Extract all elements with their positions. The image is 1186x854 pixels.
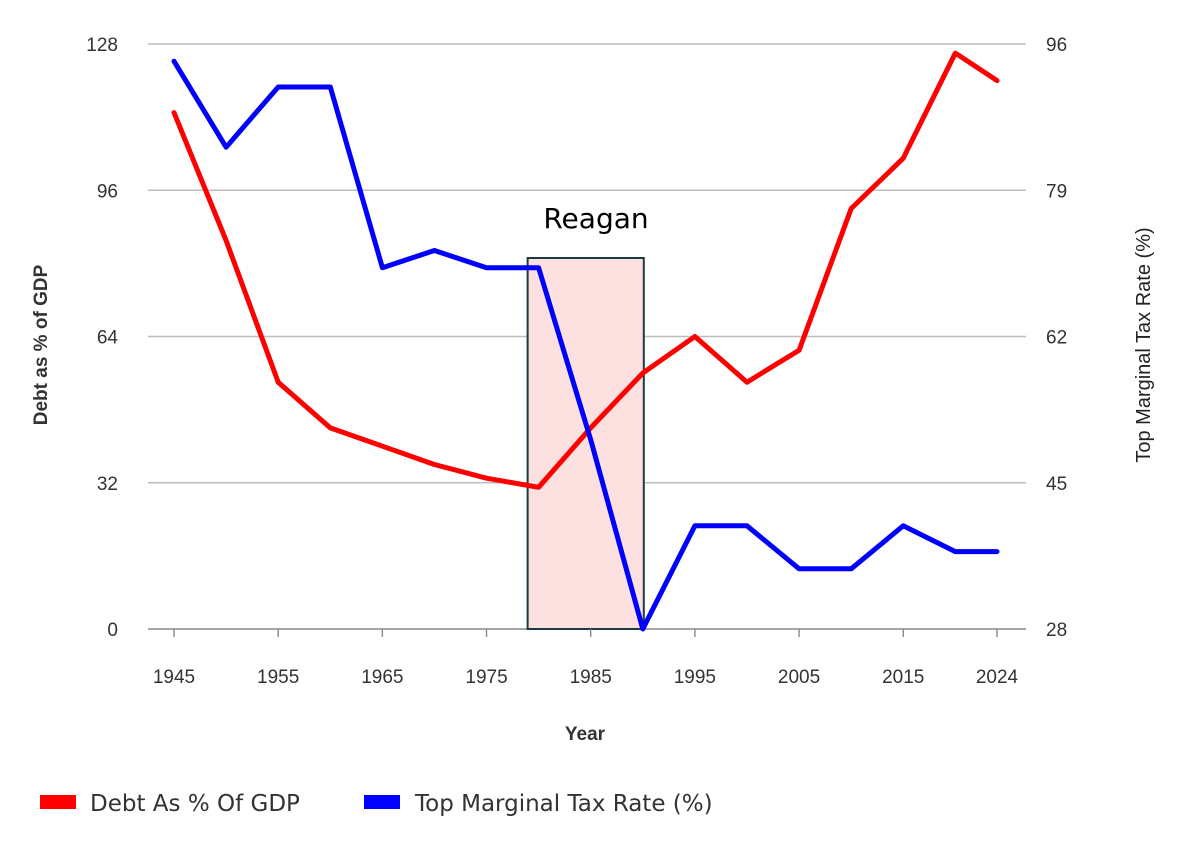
x-tick-label: 1955 [257, 667, 299, 688]
right-y-axis-title: Top Marginal Tax Rate (%) [1133, 227, 1155, 462]
x-tick-label: 1995 [674, 667, 716, 688]
labels: Reagan Year Debt as % of GDP Top Margina… [31, 202, 1155, 745]
left-y-axis-title: Debt as % of GDP [31, 264, 52, 425]
right-tick-label: 79 [1046, 181, 1067, 202]
x-tick-label: 2024 [976, 667, 1019, 688]
right-tick-label: 45 [1046, 474, 1067, 495]
left-tick-label: 128 [86, 35, 118, 56]
x-axis-title: Year [565, 724, 606, 745]
series-lines [171, 50, 1000, 632]
right-tick-label: 96 [1046, 35, 1067, 56]
legend-label-tax-rate: Top Marginal Tax Rate (%) [414, 791, 713, 817]
legend-label-debt: Debt As % Of GDP [90, 791, 300, 817]
annotation-label-reagan: Reagan [543, 202, 648, 235]
x-tick-label: 1975 [465, 667, 507, 688]
x-tick-label: 1965 [361, 667, 403, 688]
left-tick-label: 0 [107, 620, 118, 641]
axes: 0 32 64 96 128 28 45 62 79 96 1945 1955 1965 1975 1985… [86, 35, 1067, 688]
series-line-debt [171, 50, 1000, 490]
x-tick-label: 2015 [882, 667, 924, 688]
x-tick-label: 1945 [153, 667, 195, 688]
x-tick-label: 1985 [570, 667, 612, 688]
right-tick-label: 62 [1046, 328, 1067, 349]
legend-swatch-tax-rate [364, 795, 400, 809]
legend: Debt As % Of GDP Top Marginal Tax Rate (… [40, 791, 713, 817]
x-tick-label: 2005 [778, 667, 820, 688]
series-line-tax-rate [171, 58, 1000, 632]
left-tick-label: 64 [97, 328, 119, 349]
legend-swatch-debt [40, 795, 76, 809]
left-tick-label: 96 [97, 181, 118, 202]
left-tick-label: 32 [97, 474, 118, 495]
right-tick-label: 28 [1046, 620, 1067, 641]
